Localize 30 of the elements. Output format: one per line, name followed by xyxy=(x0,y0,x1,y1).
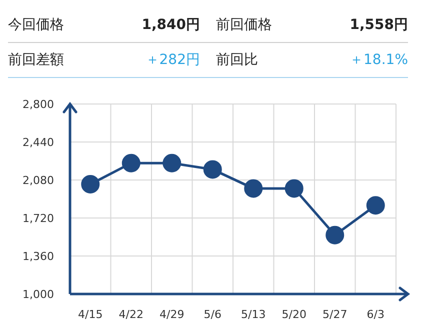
text: 1,840円 xyxy=(140,16,201,34)
text: ＋282円 xyxy=(144,51,201,69)
y-tick-label: 2,440 xyxy=(22,136,54,149)
point xyxy=(244,179,263,198)
x-tick-label: 5/13 xyxy=(241,308,266,321)
x-tick-label: 6/3 xyxy=(366,308,384,321)
text: ＋18.1% xyxy=(348,51,408,69)
x-tick-label: 4/29 xyxy=(160,308,184,321)
point xyxy=(162,154,182,172)
x-tick-label: 5/20 xyxy=(282,308,306,321)
text: 前回差額 xyxy=(8,51,65,69)
point xyxy=(326,226,344,244)
y-tick-label: 1,720 xyxy=(22,212,54,225)
x-tick-label: 5/27 xyxy=(322,308,348,321)
x-tick-label: 4/22 xyxy=(118,308,144,321)
text: 前回価格 xyxy=(215,16,273,34)
y-tick-label: 2,080 xyxy=(22,174,54,187)
y-tick-label: 1,000 xyxy=(22,288,54,301)
text: 前回比 xyxy=(215,51,259,69)
y-tick-label: 1,360 xyxy=(22,250,54,263)
y-tick-label: 2,800 xyxy=(22,98,54,111)
x-tick-label: 4/15 xyxy=(78,308,103,321)
point xyxy=(81,174,100,194)
point xyxy=(366,196,385,215)
point xyxy=(284,179,304,198)
point xyxy=(203,160,222,179)
x-tick-label: 5/6 xyxy=(204,308,222,321)
text: 1,558円 xyxy=(348,16,408,34)
point xyxy=(122,154,140,172)
text: 今回価格 xyxy=(8,16,65,34)
